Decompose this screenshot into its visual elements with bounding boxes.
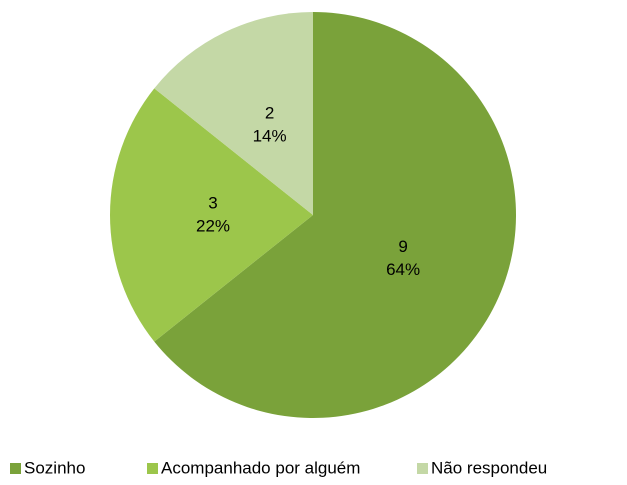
legend-swatch: [10, 463, 21, 474]
legend-swatch: [417, 463, 428, 474]
percent-label: 14%: [253, 126, 287, 145]
legend-label: Não respondeu: [431, 458, 547, 477]
pie-slice: [154, 12, 313, 215]
percent-label: 22%: [196, 216, 230, 235]
data-label: 3: [208, 193, 217, 212]
legend-label: Sozinho: [24, 458, 85, 477]
data-label: 2: [265, 103, 274, 122]
legend-label: Acompanhado por alguém: [161, 458, 360, 477]
legend-swatch: [147, 463, 158, 474]
percent-label: 64%: [386, 260, 420, 279]
pie-slice: [110, 88, 313, 342]
pie-slice: [154, 12, 516, 418]
data-label: 9: [398, 237, 407, 256]
